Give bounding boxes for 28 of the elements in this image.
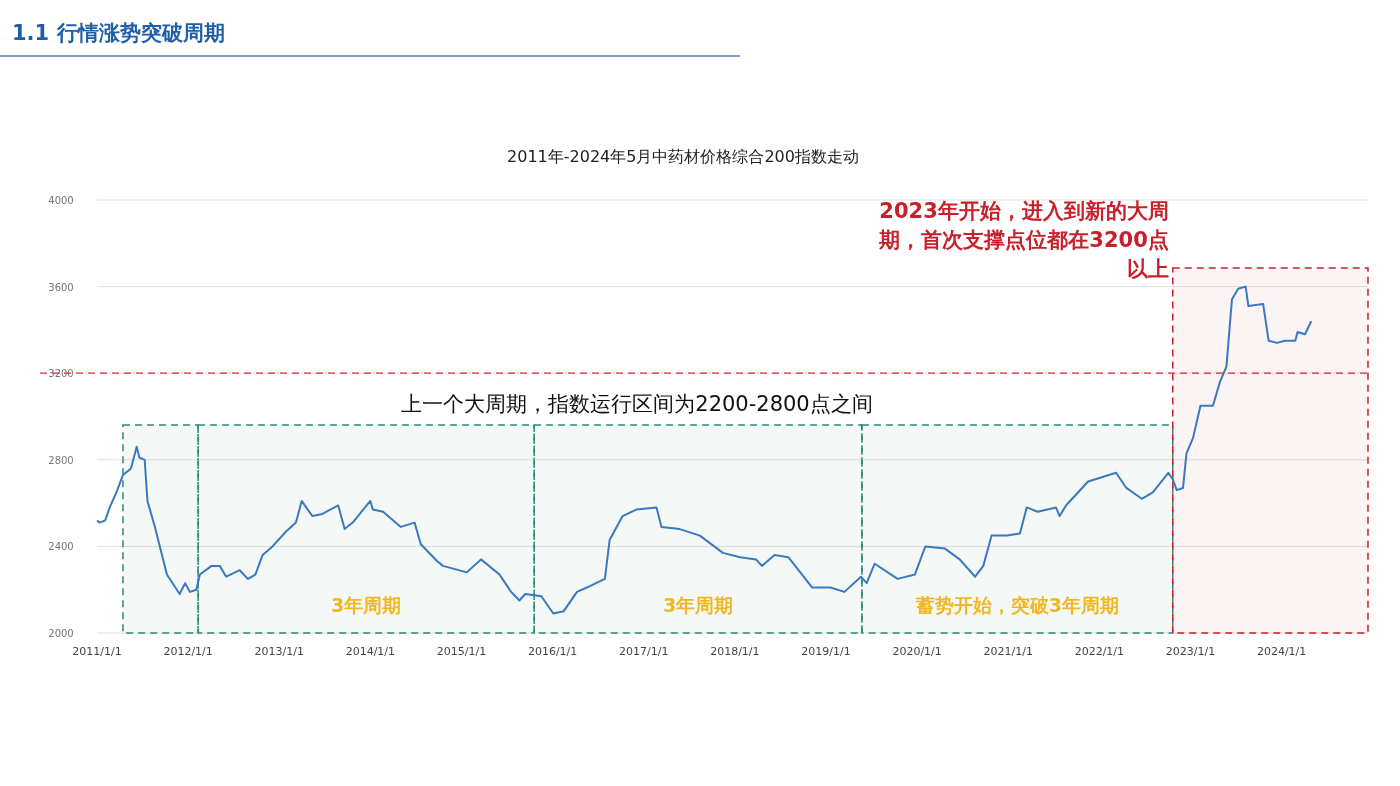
x-tick-label: 2012/1/1	[163, 645, 213, 658]
annotation: 上一个大周期，指数运行区间为2200-2800点之间	[401, 392, 873, 416]
x-tick-label: 2022/1/1	[1074, 645, 1125, 658]
x-tick-label: 2016/1/1	[527, 645, 578, 658]
x-tick-label: 2017/1/1	[619, 645, 669, 658]
x-tick-label: 2020/1/1	[892, 645, 942, 658]
x-tick-label: 2019/1/1	[801, 645, 851, 658]
y-tick-label: 3200	[48, 368, 74, 380]
y-tick-label: 2800	[48, 454, 74, 466]
band-label: 2023年开始，进入到新的大周期，首次支撑点位都在3200点以上	[878, 199, 1169, 281]
y-tick-label: 3600	[48, 281, 74, 293]
x-tick-label: 2021/1/1	[983, 645, 1033, 658]
x-tick-label: 2023/1/1	[1165, 645, 1216, 658]
band-label: 3年周期	[331, 594, 402, 616]
x-tick-label: 2013/1/1	[254, 645, 304, 658]
chart-subtitle: 2011年-2024年5月中药材价格综合200指数走动	[507, 147, 859, 166]
x-tick-label: 2011/1/1	[72, 645, 122, 658]
x-tick-label: 2024/1/1	[1256, 645, 1307, 658]
x-tick-label: 2018/1/1	[710, 645, 760, 658]
chart-title: 1.1 行情涨势突破周期	[12, 21, 225, 45]
x-tick-label: 2015/1/1	[436, 645, 487, 658]
x-tick-label: 2014/1/1	[345, 645, 396, 658]
band-label: 蓄势开始，突破3年周期	[914, 594, 1119, 616]
y-tick-label: 4000	[48, 195, 74, 206]
y-tick-label: 2000	[48, 628, 74, 639]
band-label: 3年周期	[662, 594, 734, 616]
y-tick-label: 2400	[48, 541, 74, 553]
line-series	[96, 285, 1313, 615]
